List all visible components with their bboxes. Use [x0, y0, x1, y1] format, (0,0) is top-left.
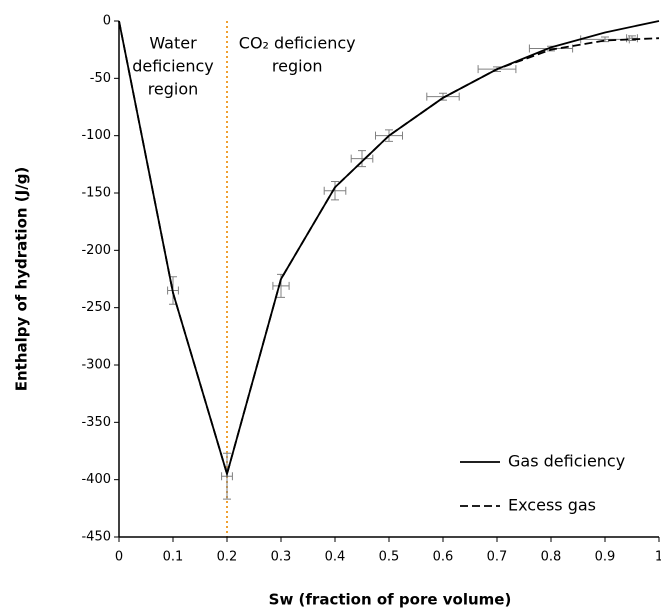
x-error-bar: [350, 154, 374, 163]
x-tick-label: 0.8: [541, 550, 562, 565]
data-line: [118, 20, 660, 478]
x-tick-label: 0.4: [325, 550, 346, 565]
annotation: region: [148, 79, 199, 98]
y-tick-label: -300: [81, 358, 111, 373]
x-error-bar: [272, 281, 290, 290]
legend-label: Excess gas: [508, 496, 596, 515]
x-error-bar: [323, 186, 347, 195]
y-tick-label: -50: [90, 71, 111, 86]
annotation: deficiency: [132, 56, 214, 75]
x-error-bar: [426, 92, 460, 101]
x-tick-label: 0.9: [595, 550, 616, 565]
annotation: Water: [149, 33, 197, 52]
x-tick-label: 0.2: [217, 550, 238, 565]
x-axis-label: Sw (fraction of pore volume): [269, 591, 512, 609]
x-error-bar: [626, 34, 638, 43]
y-tick-label: -350: [81, 415, 111, 430]
y-tick-label: -450: [81, 530, 111, 545]
y-tick-label: -100: [81, 128, 111, 143]
y-tick-label: -200: [81, 243, 111, 258]
x-tick-label: 0.1: [163, 550, 184, 565]
x-tick-label: 0.5: [379, 550, 400, 565]
annotation: CO₂ deficiency: [239, 33, 356, 52]
x-tick-label: 0.3: [271, 550, 292, 565]
x-tick-label: 1: [655, 550, 661, 565]
y-tick-label: 0: [103, 14, 111, 29]
x-tick-label: 0.6: [433, 550, 454, 565]
y-tick-label: -150: [81, 186, 111, 201]
y-tick-label: -400: [81, 472, 111, 487]
x-tick-label: 0.7: [487, 550, 508, 565]
legend-label: Gas deficiency: [508, 452, 625, 471]
x-tick-label: 0: [115, 550, 123, 565]
y-tick-label: -250: [81, 300, 111, 315]
x-error-bar: [528, 44, 574, 53]
annotation: region: [272, 56, 323, 75]
data-line: [118, 20, 660, 478]
y-axis-label: Enthalpy of hydration (J/g): [13, 167, 31, 392]
